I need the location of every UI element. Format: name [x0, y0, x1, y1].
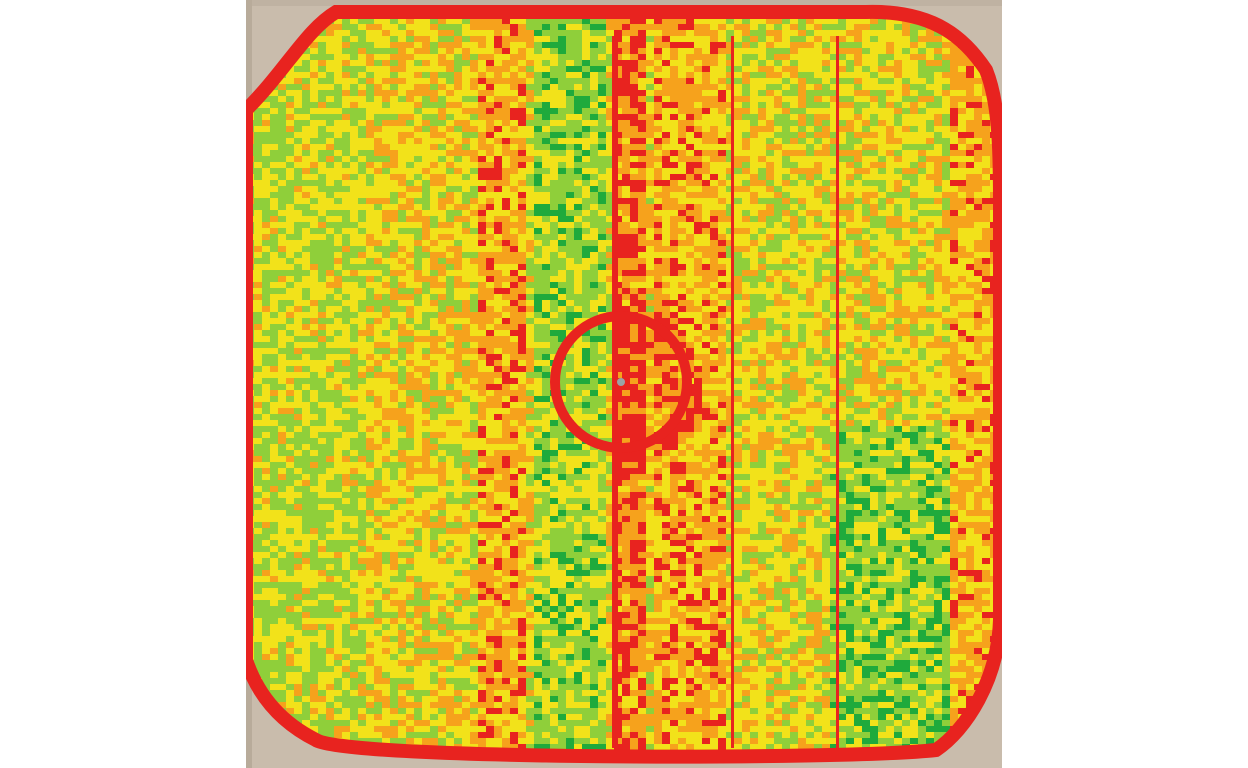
north-road	[246, 0, 1002, 6]
tram-line	[612, 36, 618, 748]
field-yield-map	[246, 0, 1002, 768]
pivot-circle	[550, 311, 692, 453]
tram-line	[836, 36, 839, 748]
tram-line	[731, 36, 734, 748]
tram-lines	[612, 36, 839, 748]
yield-heatmap-canvas	[246, 0, 1002, 768]
field-headland-border	[246, 4, 1002, 764]
pivot-center-marker	[617, 378, 625, 386]
